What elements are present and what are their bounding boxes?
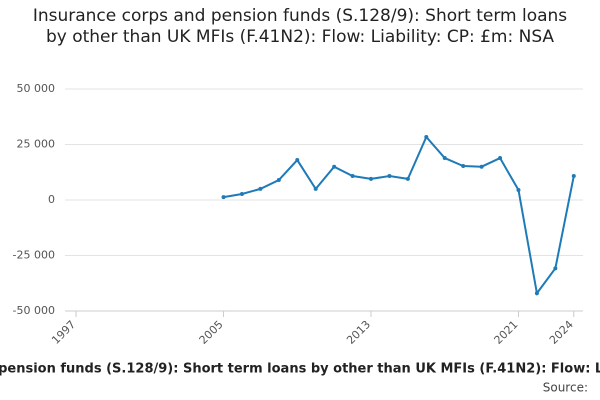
point [571, 174, 576, 179]
point [424, 134, 429, 139]
y-tick-label: 50 000 [17, 82, 56, 95]
point [479, 164, 484, 169]
chart-title: Insurance corps and pension funds (S.128… [32, 6, 568, 47]
point [516, 188, 521, 193]
x-tick-label: 2013 [344, 318, 373, 347]
point [295, 158, 300, 163]
point [221, 195, 226, 200]
point [350, 174, 355, 179]
point [276, 178, 281, 183]
point [239, 192, 244, 197]
point [405, 176, 410, 181]
point [534, 291, 539, 296]
point [387, 174, 392, 179]
line [223, 135, 575, 296]
point [258, 186, 263, 191]
point [461, 164, 466, 169]
y-tick-label: -50 000 [13, 304, 55, 317]
source: Source: [543, 381, 588, 395]
point [369, 176, 374, 181]
x-tick-label: 1997 [49, 318, 78, 347]
point [313, 186, 318, 191]
x-tick-label: 2021 [492, 318, 521, 347]
point [553, 266, 558, 271]
y-tick-label: 0 [48, 193, 55, 206]
point [332, 164, 337, 169]
x-tick-label: 2005 [197, 318, 226, 347]
y-tick-label: -25 000 [13, 249, 55, 262]
point [442, 156, 447, 161]
x-tick-label: 2024 [547, 318, 576, 347]
point [498, 156, 503, 161]
legend-entry: Insurance corps and pension funds (S.128… [0, 362, 600, 377]
y-tick-label: 25 000 [17, 138, 56, 151]
